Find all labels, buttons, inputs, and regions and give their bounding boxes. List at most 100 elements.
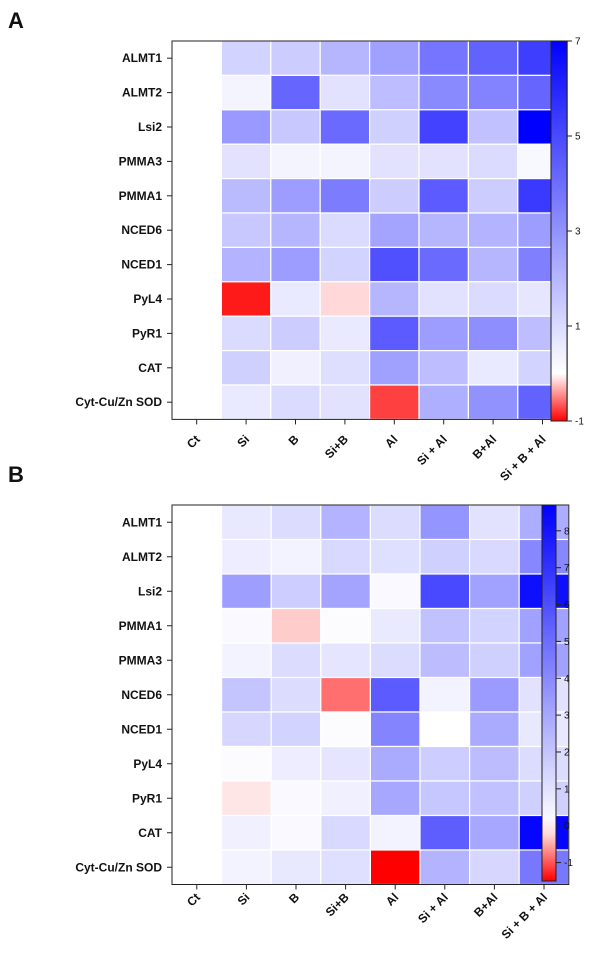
heatmap-cell	[369, 281, 420, 317]
heatmap-cell	[319, 212, 371, 249]
row-label: CAT	[138, 361, 162, 375]
heatmap-cell	[220, 74, 272, 111]
heatmap-cell	[320, 676, 371, 713]
col-label: Ct	[184, 432, 203, 451]
heatmap-cell	[418, 40, 470, 77]
colorbar-tick-label: 7	[564, 563, 570, 574]
heatmap-cell	[369, 350, 420, 386]
row-label: NCED1	[121, 258, 162, 272]
heatmap-cell	[369, 607, 421, 644]
heatmap-cell	[171, 745, 223, 782]
heatmap-cell	[220, 384, 272, 421]
heatmap-cell	[418, 384, 470, 421]
colorbar-tick-label: 3	[575, 227, 581, 238]
heatmap-cell	[369, 74, 420, 111]
heatmap-cell	[270, 504, 322, 541]
heatmap-cell	[418, 350, 470, 386]
heatmap-cell	[270, 74, 321, 111]
heatmap-cell	[221, 676, 272, 713]
colorbar-tick-label: 8	[564, 526, 570, 537]
colorbar-tick-label: 5	[575, 132, 581, 143]
heatmap-cell	[270, 281, 321, 317]
col-label: Si+B	[323, 890, 352, 919]
heatmap-cell	[220, 109, 272, 145]
heatmap-cell	[369, 711, 421, 748]
heatmap-cell	[221, 849, 272, 886]
row-label: PyR1	[132, 791, 162, 805]
heatmap-cell	[320, 849, 371, 886]
col-label: B+Al	[470, 432, 499, 461]
heatmap-cell	[419, 642, 471, 679]
heatmap-cell	[171, 212, 223, 249]
colorbar-tick-label: 4	[564, 674, 570, 685]
heatmap-cell	[467, 350, 519, 386]
heatmap-cell	[319, 40, 371, 77]
heatmap-cell	[270, 178, 321, 214]
heatmap-cell	[469, 607, 520, 644]
heatmap-cell	[319, 143, 371, 180]
row-label: ALMT1	[122, 51, 162, 65]
heatmap-cell	[319, 178, 371, 214]
heatmap-cell	[270, 780, 322, 817]
heatmap-cell	[369, 642, 421, 679]
colorbar-tick-label: 3	[564, 711, 570, 722]
heatmap-cell	[418, 143, 470, 180]
heatmap-cell	[320, 607, 371, 644]
col-label: B	[286, 890, 302, 906]
heatmap-cell	[220, 143, 272, 180]
heatmap-cell	[467, 143, 519, 180]
panel-letter-b: B	[8, 462, 24, 487]
colorbar	[541, 504, 557, 882]
col-label: Si + Al	[415, 890, 451, 926]
heatmap-cell	[369, 315, 420, 352]
heatmap-cell	[221, 538, 272, 575]
heatmap-cell	[467, 74, 519, 111]
heatmap-cell	[369, 538, 421, 575]
heatmap-cell	[270, 212, 321, 249]
heatmap-cell	[270, 246, 321, 283]
heatmap-cell	[270, 573, 322, 610]
heatmap-cell	[469, 573, 520, 610]
heatmap-cell	[369, 814, 421, 851]
heatmap-cell	[270, 538, 322, 575]
row-label: CAT	[138, 826, 162, 840]
col-label: Si + B + Al	[497, 432, 549, 484]
heatmap-cell	[221, 711, 272, 748]
heatmap-cell	[469, 780, 520, 817]
row-label: NCED1	[121, 722, 162, 736]
col-label: B+Al	[471, 890, 500, 919]
heatmap-cell	[221, 642, 272, 679]
row-label: Cyt-Cu/Zn SOD	[75, 395, 162, 409]
heatmap-cell	[171, 178, 223, 214]
heatmap-cell	[369, 745, 421, 782]
heatmap-cell	[419, 573, 471, 610]
heatmap-cell	[319, 315, 371, 352]
heatmap-cell	[469, 711, 520, 748]
heatmap-cell	[320, 814, 371, 851]
row-label: Cyt-Cu/Zn SOD	[75, 860, 162, 874]
heatmap-cell	[419, 849, 471, 886]
heatmap-cell	[320, 538, 371, 575]
heatmap-cell	[270, 315, 321, 352]
row-label: PMMA3	[119, 154, 163, 168]
heatmap-cell	[171, 74, 223, 111]
heatmap-cell	[469, 745, 520, 782]
col-label: Si + B + Al	[499, 890, 551, 942]
heatmap-cell	[221, 814, 272, 851]
heatmap-panel-a: A ALMT1 ALMT2 Lsi2 PMMA3 PMMA1 NCED6 NCED1 PyL4 P…	[8, 8, 584, 484]
heatmap-cell	[469, 504, 520, 541]
heatmap-cell	[171, 538, 223, 575]
heatmap-cell	[419, 814, 471, 851]
colorbar-tick-label: 2	[564, 747, 570, 758]
heatmap-cell	[467, 40, 519, 77]
row-label: NCED6	[121, 223, 162, 237]
heatmap-cell	[469, 676, 520, 713]
colorbar-tick-label: -1	[575, 417, 584, 428]
row-label: PMMA1	[119, 619, 163, 633]
row-label: ALMT2	[122, 86, 162, 100]
heatmap-cell	[419, 745, 471, 782]
heatmap-cell	[467, 109, 519, 145]
colorbar-tick-label: 0	[564, 821, 570, 832]
heatmap-cell	[369, 143, 420, 180]
heatmap-cell	[319, 384, 371, 421]
